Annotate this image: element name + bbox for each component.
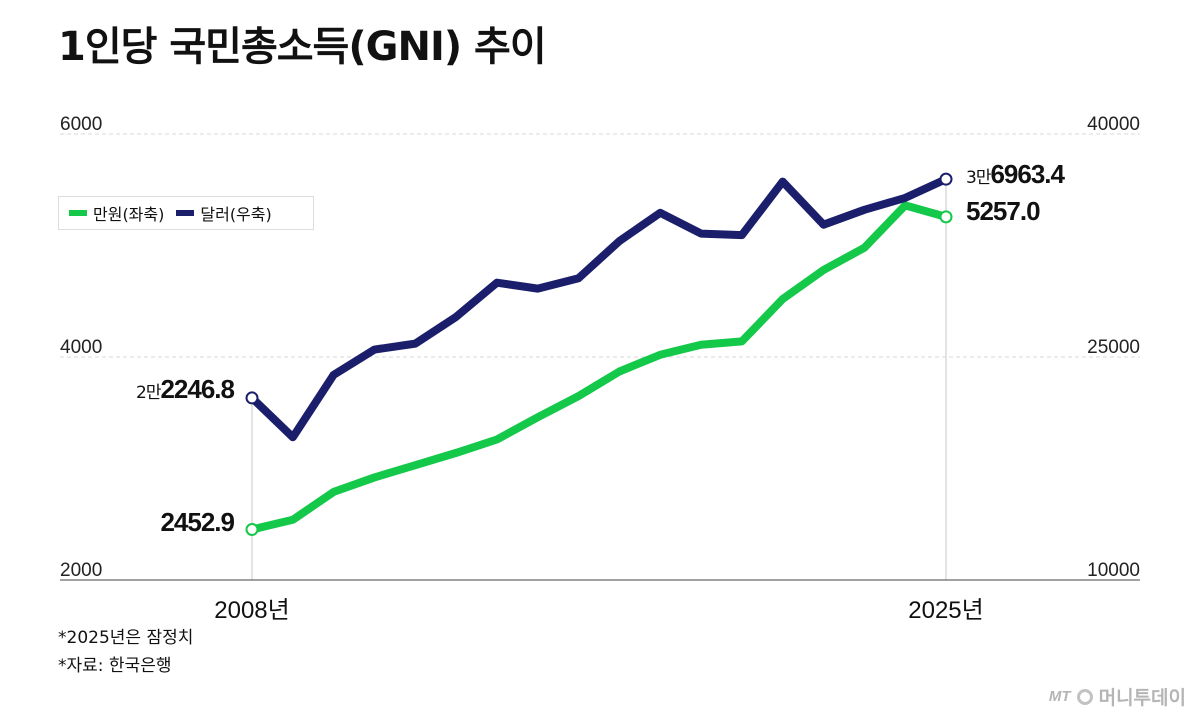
series [245,172,953,537]
point-usd-2025 [939,172,953,186]
brand-mt: MT [1048,688,1071,705]
data-labels: 2만2246.8 2452.9 3만6963.4 5257.0 [136,159,1067,537]
gridlines [60,133,1140,580]
navy-end-label-small: 3만 [966,168,992,188]
series-line-usd [248,175,950,442]
navy-start-label-num: 2246.8 [160,374,234,404]
y-left-tick-4000: 4000 [60,337,102,358]
y-left-tick-6000: 6000 [60,114,102,135]
green-start-label: 2452.9 [160,507,234,537]
x-tick-start: 2008년 [214,597,289,624]
brand-logo: MT 머니투데이 [1049,683,1186,710]
brand-name: 머니투데이 [1098,687,1186,709]
footnotes: *2025년은 잠정치 *자료: 한국은행 [58,624,193,680]
y-right-tick-40000: 40000 [1087,114,1140,135]
legend: 만원(좌축) 달러(우축) [58,196,314,230]
legend-item-usd: 달러(우축) [176,201,272,225]
navy-end-label: 3만6963.4 [966,159,1066,189]
x-tick-end: 2025년 [908,597,983,624]
y-right-tick-10000: 10000 [1087,560,1140,581]
axes: 2000 4000 6000 10000 25000 40000 2008년 2025년 [60,114,1140,624]
point-krw-2025 [939,210,953,224]
brand-ring-icon [1076,688,1093,705]
chart-title: 1인당 국민총소득(GNI) 추이 [58,24,547,70]
legend-label-krw: 만원(좌축) [93,205,165,224]
legend-swatch-usd [176,210,195,216]
navy-start-label: 2만2246.8 [136,374,235,404]
footnote-source: *자료: 한국은행 [58,656,172,676]
series-line-krw [248,201,950,534]
navy-end-label-num: 6963.4 [990,159,1065,189]
legend-swatch-krw [69,210,87,216]
y-left-tick-2000: 2000 [60,560,102,581]
green-end-label: 5257.0 [966,196,1040,226]
legend-label-usd: 달러(우축) [200,205,272,224]
navy-start-label-small: 2만 [136,383,162,403]
point-krw-2008 [245,523,259,537]
legend-item-krw: 만원(좌축) [69,201,164,225]
footnote-provisional: *2025년은 잠정치 [58,628,194,648]
point-usd-2008 [245,391,259,405]
y-right-tick-25000: 25000 [1087,337,1140,358]
